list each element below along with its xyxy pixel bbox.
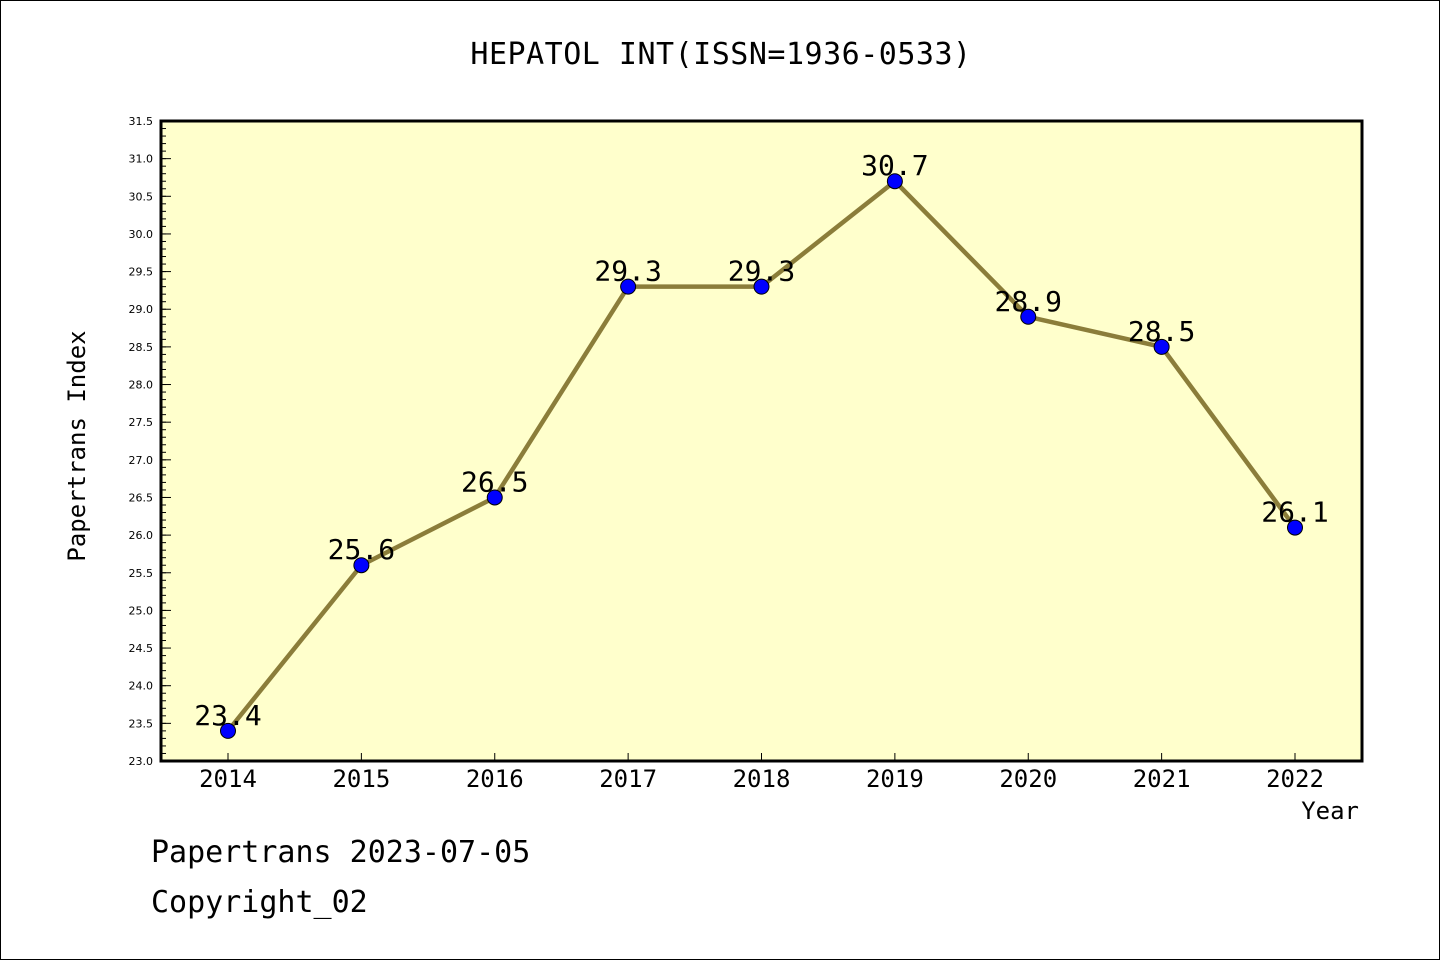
data-label: 28.9 (995, 285, 1062, 318)
y-tick-label: 31.0 (129, 153, 154, 166)
plot-frame (159, 119, 1364, 763)
y-tick-label: 26.0 (129, 529, 154, 542)
data-label: 23.4 (194, 699, 261, 732)
data-label: 29.3 (728, 255, 795, 288)
y-tick-label: 23.0 (129, 755, 154, 768)
x-tick-label: 2019 (866, 765, 924, 793)
data-label: 30.7 (861, 149, 928, 182)
series-layer: 23.4 25.6 26.5 29.3 29.3 30.7 28.9 28.5 26.1 (194, 149, 1329, 739)
y-tick-label: 23.5 (129, 717, 154, 730)
x-axis-label: Year (1301, 797, 1359, 825)
data-label: 26.1 (1261, 496, 1328, 529)
y-tick-label: 25.0 (129, 604, 154, 617)
plot-area (161, 121, 1362, 761)
y-tick-label: 28.5 (129, 341, 154, 354)
data-point-marker (353, 557, 370, 574)
x-tick-label: 2022 (1266, 765, 1324, 793)
y-tick-label: 30.5 (129, 190, 154, 203)
x-tick-label: 2016 (466, 765, 524, 793)
data-point-marker (220, 722, 236, 739)
data-label: 28.5 (1128, 315, 1195, 348)
x-tick-label: 2017 (599, 765, 657, 793)
y-tick-label: 27.0 (129, 454, 154, 467)
data-point-marker (1020, 308, 1037, 325)
y-tick-label: 26.5 (129, 491, 154, 504)
footer-copyright: Copyright_02 (151, 885, 368, 920)
y-tick-label: 27.5 (129, 416, 154, 429)
y-tick-label: 29.5 (129, 266, 154, 279)
x-tick-label: 2014 (199, 765, 257, 793)
data-point-marker (1287, 519, 1303, 536)
data-label: 25.6 (328, 533, 395, 566)
data-label: 26.5 (461, 465, 528, 498)
y-tick-label: 28.0 (129, 379, 154, 392)
footer-date: Papertrans 2023-07-05 (151, 835, 531, 870)
y-tick-label: 24.5 (129, 642, 154, 655)
y-tick-label: 25.5 (129, 567, 154, 580)
data-point-marker (753, 278, 770, 295)
data-point-marker (886, 173, 903, 190)
y-tick-label: 31.5 (129, 115, 154, 128)
y-tick-label: 30.0 (129, 228, 154, 241)
y-tick-label: 29.0 (129, 303, 154, 316)
x-tick-label: 2020 (999, 765, 1057, 793)
data-label: 29.3 (594, 255, 661, 288)
data-point-marker (620, 278, 637, 295)
x-tick-label: 2018 (733, 765, 791, 793)
x-axis: 2014 2015 2016 2017 2018 2019 2020 2021 2022 (199, 753, 1324, 793)
y-tick-label: 24.0 (129, 680, 154, 693)
x-tick-label: 2021 (1133, 765, 1191, 793)
chart-title: HEPATOL INT(ISSN=1936-0533) (470, 37, 972, 72)
data-point-marker (486, 489, 503, 506)
data-point-marker (1153, 338, 1170, 355)
x-tick-label: 2015 (332, 765, 390, 793)
